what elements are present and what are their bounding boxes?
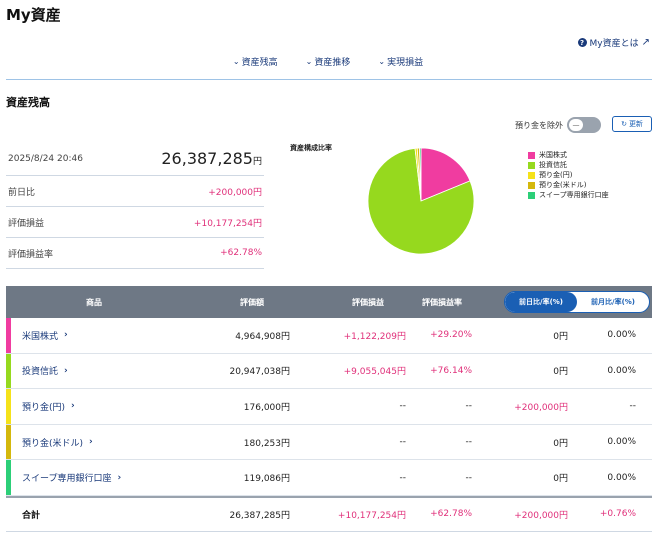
section-title: 資産残高 <box>6 96 50 109</box>
period-segmented-control: 前日比/率(%) 前月比/率(%) <box>504 291 650 313</box>
row-name-link[interactable]: 預り金(円) › <box>22 401 75 413</box>
help-link-label: My資産とは <box>589 39 639 49</box>
pie-title: 資産構成比率 <box>290 144 332 152</box>
tab-day-change[interactable]: 前日比/率(%) <box>505 292 577 312</box>
row-name-link[interactable]: 米国株式 › <box>22 330 68 342</box>
anchor-balance[interactable]: ⌄ 資産残高 <box>232 57 278 68</box>
table-row: 預り金(円) › 176,000円 -- -- +200,000円 -- <box>6 389 652 425</box>
summary-total-row: 2025/8/24 20:46 26,387,285円 <box>6 142 264 176</box>
chevron-down-icon: ⌄ <box>378 57 386 66</box>
legend-item: スイープ専用銀行口座 <box>528 190 609 200</box>
table-row: スイープ専用銀行口座 › 119,086円 -- -- 0円 0.00% <box>6 460 652 496</box>
legend-item: 預り金(米ドル) <box>528 180 609 190</box>
table-total-row: 合計 26,387,285円 +10,177,254円 +62.78% +200… <box>6 495 652 532</box>
legend-swatch <box>528 171 535 179</box>
chevron-down-icon: ⌄ <box>232 57 240 66</box>
divider <box>6 79 652 80</box>
legend-swatch <box>528 181 535 189</box>
header-pl: 評価損益 <box>352 297 384 307</box>
row-color-bar <box>6 318 11 353</box>
refresh-icon: ↻ <box>621 120 627 128</box>
anchor-nav: ⌄ 資産残高 ⌄ 資産推移 ⌄ 実現損益 <box>0 55 656 68</box>
table-row: 預り金(米ドル) › 180,253円 -- -- 0円 0.00% <box>6 424 652 461</box>
table-row: 米国株式 › 4,964,908円 +1,122,209円 +29.20% 0円 … <box>6 318 652 354</box>
summary-panel: 2025/8/24 20:46 26,387,285円 前日比 +200,000… <box>6 142 264 269</box>
summary-total: 26,387,285円 <box>161 149 262 168</box>
legend-swatch <box>528 191 535 199</box>
table-row: 投資信託 › 20,947,038円 +9,055,045円 +76.14% 0円… <box>6 353 652 390</box>
anchor-trend[interactable]: ⌄ 資産推移 <box>305 57 351 68</box>
pie-slice <box>367 147 475 255</box>
help-link[interactable]: ? My資産とは ↗ <box>577 36 650 49</box>
legend-swatch <box>528 151 535 159</box>
legend-item: 投資信託 <box>528 160 609 170</box>
row-name-link[interactable]: スイープ専用銀行口座 › <box>22 472 122 485</box>
legend-item: 米国株式 <box>528 150 609 160</box>
external-link-icon: ↗ <box>641 37 650 48</box>
total-label: 合計 <box>22 510 41 521</box>
holdings-table: 商品 評価額 評価損益 評価損益率 前日比/率(%) 前月比/率(%) 米国株式… <box>6 286 652 532</box>
row-color-bar <box>6 424 11 460</box>
chevron-right-icon: › <box>117 472 122 483</box>
row-color-bar <box>6 353 11 389</box>
chevron-right-icon: › <box>64 330 68 341</box>
summary-datetime: 2025/8/24 20:46 <box>8 153 83 164</box>
toggle-knob: — <box>569 119 583 131</box>
page-title: My資産 <box>6 6 61 24</box>
exclude-deposit-label: 預り金を除外 <box>515 120 563 130</box>
chevron-right-icon: › <box>89 437 93 448</box>
exclude-deposit-control: 預り金を除外 — <box>515 117 601 133</box>
help-icon: ? <box>577 38 587 47</box>
chevron-down-icon: ⌄ <box>305 57 313 66</box>
legend-item: 預り金(円) <box>528 170 609 180</box>
pie-slice <box>419 147 422 202</box>
pie-legend: 米国株式 投資信託 預り金(円) 預り金(米ドル) スイープ専用銀行口座 <box>528 150 609 200</box>
summary-row: 評価損益率 +62.78% <box>6 238 264 269</box>
row-name-link[interactable]: 預り金(米ドル) › <box>22 437 93 449</box>
header-product: 商品 <box>86 297 102 307</box>
header-valuation: 評価額 <box>240 297 264 307</box>
header-pl-rate: 評価損益率 <box>422 297 462 307</box>
pie-chart <box>367 147 475 255</box>
row-color-bar <box>6 389 11 424</box>
chevron-right-icon: › <box>71 401 75 412</box>
legend-swatch <box>528 161 535 169</box>
exclude-deposit-toggle[interactable]: — <box>567 117 601 133</box>
summary-row: 評価損益 +10,177,254円 <box>6 207 264 238</box>
row-name-link[interactable]: 投資信託 › <box>22 365 68 378</box>
row-color-bar <box>6 460 11 495</box>
anchor-realized[interactable]: ⌄ 実現損益 <box>378 57 424 68</box>
summary-row: 前日比 +200,000円 <box>6 176 264 207</box>
pie-slice <box>420 147 471 202</box>
table-header: 商品 評価額 評価損益 評価損益率 前日比/率(%) 前月比/率(%) <box>6 286 652 318</box>
chevron-right-icon: › <box>64 365 68 376</box>
refresh-button[interactable]: ↻ 更新 <box>612 116 652 132</box>
tab-month-change[interactable]: 前月比/率(%) <box>591 298 635 306</box>
